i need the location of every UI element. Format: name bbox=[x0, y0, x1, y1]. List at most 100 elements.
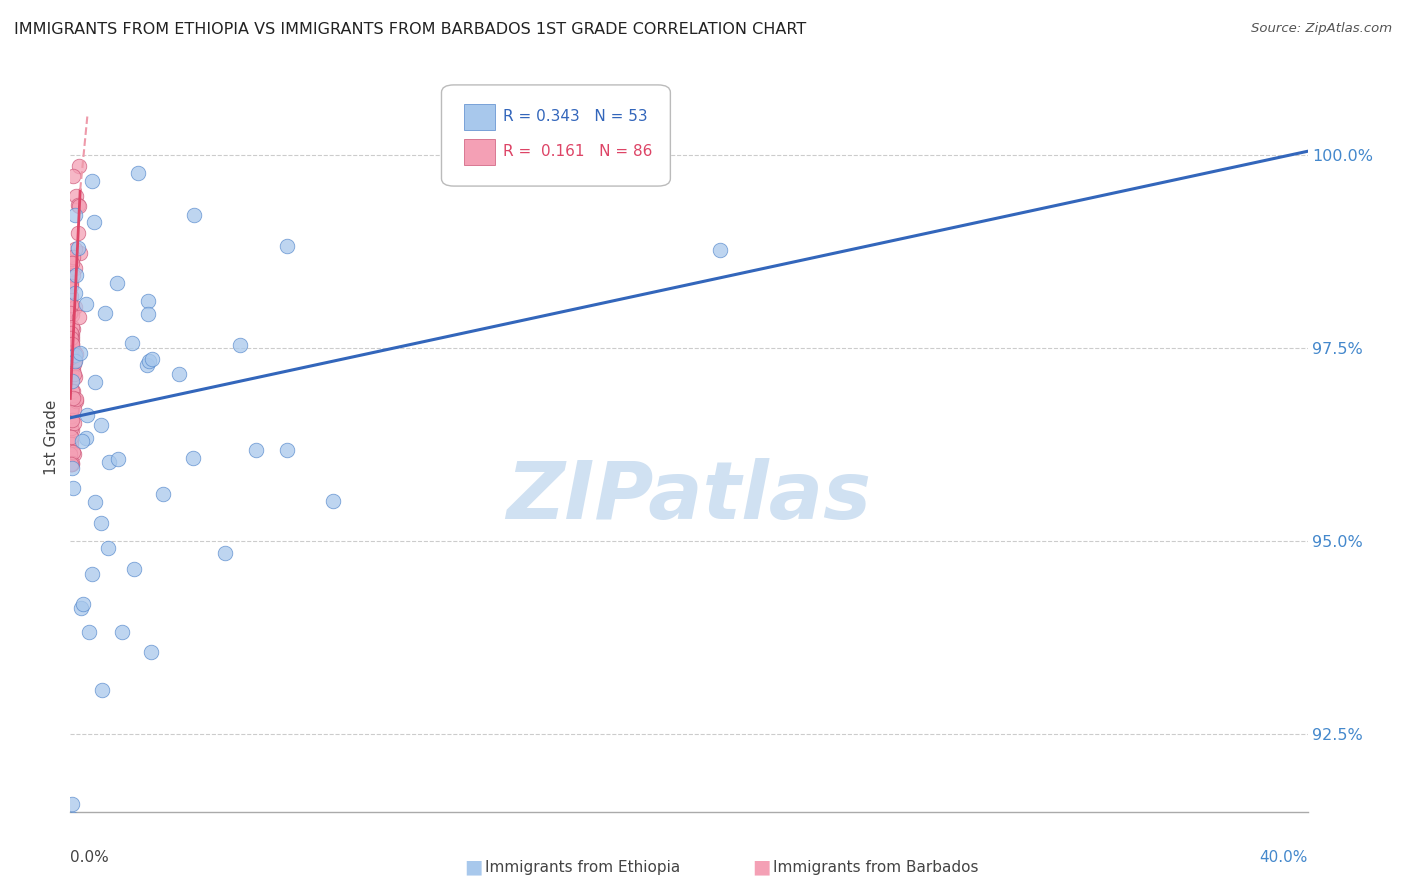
Point bbox=[72, 597, 94, 611]
Point bbox=[245, 443, 267, 458]
Point bbox=[60, 457, 83, 471]
Point bbox=[62, 350, 84, 364]
Point bbox=[63, 208, 86, 222]
Point bbox=[60, 303, 83, 318]
Point bbox=[63, 401, 86, 416]
Point bbox=[59, 279, 82, 293]
Point bbox=[60, 345, 83, 359]
Point bbox=[62, 481, 84, 495]
Bar bbox=[464, 103, 495, 130]
Point bbox=[63, 447, 86, 461]
Point bbox=[60, 331, 83, 345]
Point bbox=[65, 189, 87, 203]
Point bbox=[62, 391, 84, 405]
Point bbox=[60, 330, 83, 344]
Point bbox=[121, 335, 143, 350]
Text: Immigrants from Ethiopia: Immigrants from Ethiopia bbox=[485, 860, 681, 874]
Point bbox=[709, 244, 731, 258]
Point bbox=[107, 451, 129, 466]
Point bbox=[63, 242, 86, 256]
Point bbox=[60, 337, 83, 351]
Point bbox=[59, 335, 82, 350]
Point bbox=[62, 268, 84, 282]
Point bbox=[60, 350, 83, 364]
Point bbox=[62, 392, 84, 406]
Point bbox=[65, 392, 87, 406]
Point bbox=[84, 375, 107, 389]
Point bbox=[152, 486, 174, 500]
Point bbox=[60, 413, 83, 427]
Point bbox=[59, 430, 82, 444]
Point bbox=[167, 367, 190, 381]
Point bbox=[94, 306, 117, 320]
Text: ZIPatlas: ZIPatlas bbox=[506, 458, 872, 536]
Bar bbox=[464, 139, 495, 165]
Point bbox=[60, 409, 83, 423]
Point bbox=[63, 367, 86, 381]
Point bbox=[60, 359, 83, 374]
Point bbox=[228, 338, 250, 352]
Point bbox=[69, 345, 91, 359]
Point bbox=[181, 450, 204, 465]
Point bbox=[90, 682, 112, 697]
Point bbox=[62, 445, 84, 459]
Point bbox=[59, 350, 82, 364]
Text: Immigrants from Barbados: Immigrants from Barbados bbox=[773, 860, 979, 874]
Point bbox=[60, 456, 83, 470]
Point bbox=[62, 363, 84, 377]
Point bbox=[65, 268, 87, 282]
Point bbox=[60, 460, 83, 475]
Point bbox=[60, 350, 83, 364]
Point bbox=[60, 374, 83, 388]
Point bbox=[60, 402, 83, 417]
Point bbox=[122, 562, 145, 576]
Point bbox=[59, 326, 82, 341]
Text: R =  0.161   N = 86: R = 0.161 N = 86 bbox=[503, 145, 652, 159]
Point bbox=[62, 169, 84, 184]
Point bbox=[59, 306, 82, 320]
Point bbox=[59, 444, 82, 458]
Point bbox=[60, 403, 83, 417]
Point bbox=[60, 421, 83, 435]
Point bbox=[127, 166, 149, 180]
Point bbox=[65, 394, 87, 409]
Point bbox=[59, 298, 82, 312]
Text: 40.0%: 40.0% bbox=[1260, 850, 1308, 865]
Point bbox=[97, 541, 120, 555]
Point bbox=[59, 366, 82, 380]
Point bbox=[69, 246, 91, 260]
Point bbox=[70, 434, 93, 449]
Point bbox=[60, 320, 83, 334]
Point bbox=[62, 813, 84, 827]
Point bbox=[62, 343, 84, 358]
Point bbox=[59, 289, 82, 303]
Point bbox=[76, 408, 98, 422]
Point bbox=[60, 346, 83, 360]
Point bbox=[214, 546, 236, 560]
Text: ■: ■ bbox=[464, 857, 482, 877]
Point bbox=[59, 252, 82, 266]
Point bbox=[60, 326, 83, 341]
Point bbox=[65, 261, 87, 276]
Point bbox=[59, 437, 82, 451]
Point bbox=[136, 293, 159, 308]
Point bbox=[98, 455, 121, 469]
Point bbox=[65, 347, 87, 361]
Point bbox=[83, 215, 105, 229]
Point bbox=[59, 447, 82, 461]
Point bbox=[84, 495, 107, 509]
Point bbox=[136, 307, 159, 321]
Point bbox=[60, 457, 83, 471]
Point bbox=[63, 301, 86, 315]
Point bbox=[60, 423, 83, 437]
Point bbox=[276, 443, 298, 458]
Point bbox=[111, 625, 134, 640]
Point bbox=[60, 392, 83, 406]
Point bbox=[59, 346, 82, 360]
Text: IMMIGRANTS FROM ETHIOPIA VS IMMIGRANTS FROM BARBADOS 1ST GRADE CORRELATION CHART: IMMIGRANTS FROM ETHIOPIA VS IMMIGRANTS F… bbox=[14, 22, 806, 37]
Point bbox=[70, 600, 93, 615]
Point bbox=[60, 346, 83, 360]
Point bbox=[75, 297, 97, 311]
Point bbox=[59, 375, 82, 389]
Point bbox=[60, 337, 83, 351]
